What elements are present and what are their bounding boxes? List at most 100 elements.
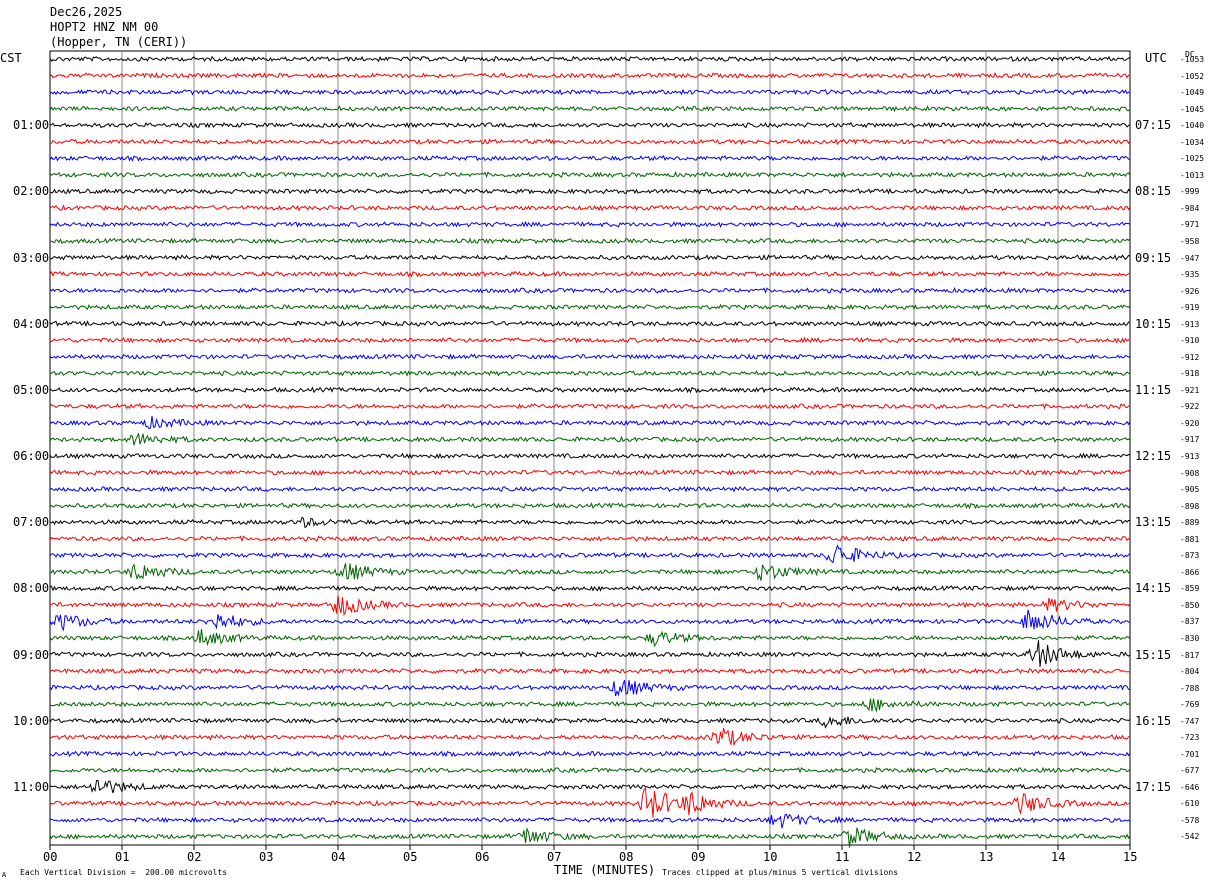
dc-offset-label: -859: [1180, 584, 1200, 594]
trace-row-32: [49, 584, 1131, 592]
dc-offset-label: -610: [1180, 799, 1200, 809]
location-label: (Hopper, TN (CERI)): [50, 35, 188, 49]
station-label: HOPT2 HNZ NM 00: [50, 20, 159, 34]
dc-offset-label: -817: [1180, 650, 1200, 660]
trace-row-41: [49, 727, 1131, 747]
utc-time-label: 07:15: [1135, 118, 1172, 133]
dc-title: DC: [1185, 50, 1195, 59]
trace-row-23: [49, 433, 1131, 446]
dc-offset-label: -1013: [1180, 170, 1205, 180]
cst-time-label: 05:00: [13, 382, 50, 397]
dc-offset-label: -912: [1180, 352, 1200, 362]
trace-row-7: [49, 171, 1131, 179]
cst-time-label: 11:00: [13, 779, 50, 794]
dc-offset-label: -908: [1180, 468, 1200, 478]
dc-offset-label: -921: [1180, 385, 1200, 395]
utc-time-label: 09:15: [1135, 250, 1172, 265]
trace-row-9: [49, 204, 1131, 212]
trace-row-8: [49, 187, 1131, 195]
trace-row-22: [49, 415, 1131, 430]
trace-row-21: [49, 403, 1131, 410]
x-tick-label: 06: [475, 850, 490, 864]
cst-time-label: 01:00: [13, 118, 50, 133]
dc-offset-label: -788: [1180, 683, 1200, 693]
x-tick-label: 04: [331, 850, 346, 864]
x-tick-label: 14: [1051, 850, 1066, 864]
trace-row-35: [49, 628, 1131, 648]
utc-time-label: 12:15: [1135, 449, 1172, 463]
dc-offset-label: -1045: [1180, 104, 1205, 114]
trace-row-20: [49, 386, 1131, 394]
dc-offset-label: -1040: [1180, 121, 1205, 131]
x-tick-label: 00: [43, 850, 58, 864]
dc-offset-label: -935: [1180, 270, 1200, 280]
trace-row-37: [49, 667, 1131, 675]
cst-time-label: 10:00: [13, 713, 50, 728]
trace-row-31: [49, 563, 1131, 581]
trace-row-14: [49, 286, 1131, 294]
x-tick-label: 10: [763, 850, 778, 864]
dc-offset-label: -910: [1180, 336, 1200, 346]
dc-offset-label: -1034: [1180, 137, 1205, 147]
trace-row-44: [49, 780, 1131, 794]
trace-row-47: [49, 827, 1131, 848]
x-tick-label: 01: [115, 850, 130, 864]
dc-offset-label: -866: [1180, 567, 1200, 577]
plot-frame: [49, 50, 1131, 846]
dc-offset-label: -913: [1180, 319, 1200, 329]
trace-row-45: [49, 786, 1131, 818]
trace-row-6: [49, 154, 1131, 162]
trace-row-25: [49, 469, 1131, 476]
utc-time-label: 10:15: [1135, 316, 1172, 331]
cst-time-label: 04:00: [13, 316, 50, 331]
dc-offset-label: -889: [1180, 518, 1200, 528]
dc-offset-label: -542: [1180, 832, 1200, 842]
trace-row-38: [49, 679, 1131, 697]
dc-offset-label: -873: [1180, 551, 1200, 561]
cst-time-label: 09:00: [13, 647, 50, 662]
dc-offset-label: -723: [1180, 733, 1200, 743]
dc-offset-label: -701: [1180, 749, 1200, 759]
dc-offset-label: -804: [1180, 667, 1200, 677]
clip-note: Traces clipped at plus/minus 5 vertical …: [662, 868, 899, 877]
dc-offset-label: -913: [1180, 452, 1200, 461]
dc-offset-label: -1049: [1180, 88, 1205, 98]
cst-axis-title: CST: [0, 51, 22, 65]
utc-time-label: 15:15: [1135, 647, 1172, 662]
trace-row-0: [49, 55, 1131, 63]
trace-row-28: [49, 516, 1131, 529]
dc-offset-label: -920: [1180, 418, 1200, 428]
x-tick-label: 03: [259, 850, 274, 864]
dc-offset-label: -984: [1180, 203, 1200, 213]
trace-row-27: [49, 502, 1131, 510]
x-tick-label: 11: [835, 850, 850, 864]
trace-row-3: [49, 105, 1131, 113]
trace-row-40: [49, 716, 1131, 729]
dc-offset-label: -850: [1180, 600, 1200, 610]
trace-row-2: [49, 88, 1131, 96]
dc-offset-label: -905: [1180, 485, 1200, 495]
dc-offset-label: -919: [1180, 303, 1200, 313]
x-tick-label: 13: [979, 850, 994, 864]
scale-note: Each Vertical Division = 200.00 microvol…: [20, 868, 228, 877]
x-tick-label: 08: [619, 850, 634, 864]
dc-offset-label: -769: [1180, 700, 1200, 710]
x-axis-title: TIME (MINUTES): [554, 863, 656, 877]
x-tick-label: 02: [187, 850, 202, 864]
dc-offset-label: -958: [1180, 236, 1200, 246]
trace-row-33: [50, 595, 1131, 616]
trace-row-4: [49, 121, 1131, 129]
dc-offset-label: -918: [1180, 369, 1200, 379]
x-tick-label: 05: [403, 850, 418, 864]
trace-row-11: [49, 237, 1131, 245]
trace-row-15: [49, 303, 1131, 311]
utc-axis-title: UTC: [1145, 51, 1167, 65]
trace-row-29: [49, 535, 1131, 543]
dc-offset-label: -578: [1180, 815, 1200, 825]
date-label: Dec26,2025: [50, 5, 123, 19]
dc-offset-label: -999: [1180, 187, 1200, 197]
dc-offset-label: -947: [1180, 253, 1200, 263]
utc-time-label: 13:15: [1135, 515, 1172, 530]
trace-row-19: [49, 369, 1131, 377]
